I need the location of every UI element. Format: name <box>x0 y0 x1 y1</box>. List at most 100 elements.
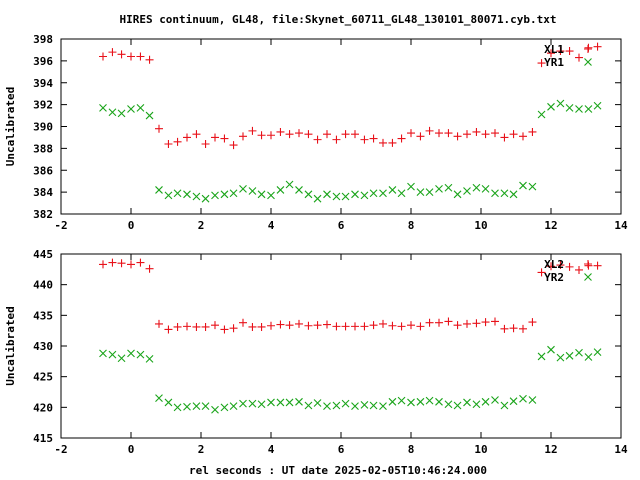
y-tick-label: 420 <box>33 401 53 414</box>
yr1-point <box>285 180 294 189</box>
xl2-point <box>192 322 201 331</box>
y-tick-label: 384 <box>33 186 53 199</box>
yr2-point <box>472 400 481 409</box>
y-tick-label: 386 <box>33 164 53 177</box>
xl2-point <box>509 324 518 333</box>
x-tick-label: 12 <box>544 219 557 232</box>
x-tick-label: 0 <box>128 219 135 232</box>
yr2-point <box>285 398 294 407</box>
xl2-point <box>136 258 145 267</box>
legend-marker <box>584 273 592 281</box>
xl1-point <box>444 129 453 138</box>
xl2-point <box>332 322 341 331</box>
xl1-point <box>509 130 518 139</box>
x-tick-label: 14 <box>614 443 628 456</box>
xl1-point <box>575 53 583 62</box>
yr2-point <box>351 402 359 410</box>
xl1-point <box>425 126 434 135</box>
yr1-point <box>509 190 518 199</box>
xl1-point <box>127 52 135 61</box>
yr1-point <box>360 191 369 200</box>
xl2-point <box>127 260 135 269</box>
yr1-point <box>435 184 443 193</box>
xl2-point <box>239 318 247 327</box>
xl1-point <box>248 126 257 135</box>
yr2-point <box>145 354 154 363</box>
y-tick-label: 425 <box>33 371 53 384</box>
legend-label: YR2 <box>544 271 564 284</box>
xl1-point <box>108 48 117 57</box>
xl1-point <box>201 140 210 148</box>
yr1-point <box>145 111 154 120</box>
yr2-point <box>425 396 434 405</box>
yr2-point <box>201 402 210 410</box>
yr2-point <box>491 396 499 404</box>
xl1-point <box>211 133 219 142</box>
xl2-point <box>444 317 453 326</box>
xl1-point <box>295 129 303 138</box>
yr2-point <box>313 399 322 407</box>
xl1-point <box>117 50 126 59</box>
yr2-point <box>164 398 173 407</box>
yr2-point <box>388 397 397 406</box>
x-tick-label: 8 <box>408 219 415 232</box>
yr2-point <box>556 353 565 362</box>
xl2-point <box>145 264 154 273</box>
x-tick-label: 10 <box>474 443 487 456</box>
xl2-point <box>257 322 266 331</box>
y-tick-label: 415 <box>33 432 53 445</box>
y-tick-label: 396 <box>33 55 53 68</box>
xl2-point <box>220 325 229 334</box>
yr2-point <box>276 398 285 407</box>
yr1-point <box>276 186 285 194</box>
yr1-point <box>500 189 509 198</box>
yr1-point <box>351 190 359 199</box>
yr1-point <box>155 186 163 194</box>
yr2-point <box>323 402 331 410</box>
yr2-point <box>155 394 163 403</box>
xl2-point <box>276 320 285 329</box>
xl2-point <box>435 318 443 327</box>
yr2-point <box>509 397 518 406</box>
yr1-point <box>369 189 378 198</box>
xl2-point <box>397 322 406 331</box>
xl1-point <box>136 52 145 61</box>
yr2-point <box>528 396 537 404</box>
xl2-point <box>164 325 173 334</box>
yr2-point <box>183 402 191 411</box>
x-tick-label: -2 <box>54 443 67 456</box>
yr1-point <box>136 104 145 112</box>
xl1-point <box>547 49 555 58</box>
y-axis-label: Uncalibrated <box>4 87 17 166</box>
xl1-point <box>313 135 322 144</box>
xl2-point <box>211 321 219 330</box>
xl1-point <box>491 129 499 138</box>
xl1-point <box>416 132 425 141</box>
y-tick-label: 398 <box>33 33 53 46</box>
xl2-point <box>388 321 397 330</box>
yr1-point <box>164 191 173 200</box>
yr2-point <box>565 351 574 360</box>
xl1-point <box>500 133 509 142</box>
xl1-point <box>155 124 163 133</box>
yr1-point <box>220 190 229 199</box>
yr1-point <box>565 104 574 112</box>
yr1-point <box>257 190 266 199</box>
xl2-point <box>519 324 527 333</box>
xl2-point <box>229 324 238 333</box>
yr2-point <box>108 350 117 359</box>
xl1-point <box>435 129 443 138</box>
legend-marker <box>584 45 592 53</box>
yr2-point <box>211 405 219 414</box>
yr1-point <box>332 192 341 201</box>
xl2-point <box>323 320 331 329</box>
x-tick-label: 8 <box>408 443 415 456</box>
yr1-point <box>472 183 481 192</box>
yr2-point <box>584 353 593 361</box>
yr2-point <box>267 398 275 407</box>
xl2-point <box>547 262 555 271</box>
xl1-point <box>192 130 201 139</box>
xl2-point <box>313 321 322 330</box>
xl2-point <box>481 318 490 327</box>
yr1-point <box>99 104 107 112</box>
